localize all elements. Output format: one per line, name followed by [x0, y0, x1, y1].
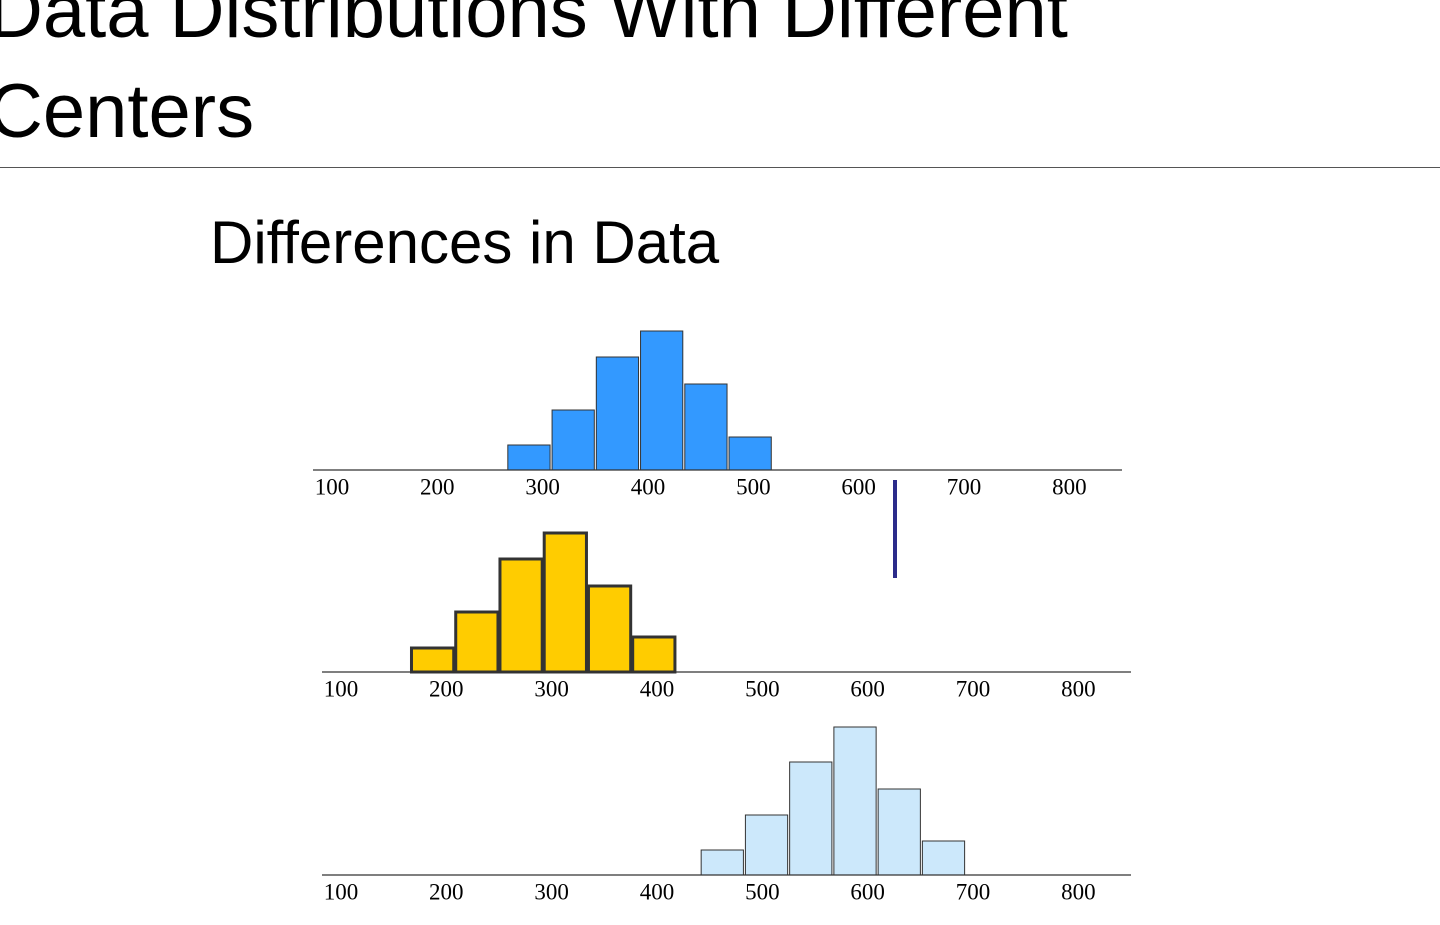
histogram-bar	[454, 610, 500, 674]
x-tick-label: 400	[631, 474, 666, 499]
x-tick-label: 600	[841, 474, 876, 499]
x-tick-label: 300	[525, 474, 560, 499]
x-tick-label: 500	[745, 879, 780, 904]
histogram-bar	[833, 726, 877, 876]
x-tick-label: 100	[324, 879, 359, 904]
histogram-bar	[409, 646, 456, 674]
x-tick-label: 300	[534, 676, 569, 701]
histogram-bar	[789, 761, 833, 876]
histogram-bar	[921, 840, 966, 876]
histogram-bar	[877, 788, 921, 876]
title-rule	[0, 167, 1440, 168]
histogram-bar	[551, 409, 595, 471]
x-tick-label: 800	[1052, 474, 1087, 499]
x-tick-label: 700	[956, 879, 991, 904]
histogram-bar	[507, 444, 551, 471]
histogram-bar	[700, 849, 744, 876]
x-tick-label: 300	[534, 879, 569, 904]
slide-heading: Differences in Data	[210, 209, 720, 276]
histogram-bar	[586, 584, 633, 674]
x-tick-label: 200	[429, 879, 464, 904]
x-tick-label: 700	[956, 676, 991, 701]
histogram-bar	[542, 531, 588, 674]
histogram-bar	[640, 330, 684, 471]
histogram-bar	[744, 814, 789, 876]
x-tick-label: 700	[947, 474, 982, 499]
x-tick-label: 200	[429, 676, 464, 701]
histogram-bar	[631, 635, 677, 674]
x-tick-label: 500	[736, 474, 771, 499]
x-tick-label: 400	[640, 676, 675, 701]
x-tick-label: 600	[850, 676, 885, 701]
histogram-bar	[595, 356, 640, 471]
slide-title: Data Distributions With Different Center…	[0, 0, 1068, 154]
x-tick-label: 500	[745, 676, 780, 701]
histogram-bar	[684, 383, 728, 471]
x-tick-label: 100	[315, 474, 350, 499]
x-tick-label: 600	[850, 879, 885, 904]
x-tick-label: 800	[1061, 879, 1096, 904]
x-tick-label: 200	[420, 474, 455, 499]
histogram-bar	[728, 436, 772, 471]
x-tick-label: 400	[640, 879, 675, 904]
histogram-bar	[498, 557, 544, 674]
x-tick-label: 100	[324, 676, 359, 701]
x-tick-label: 800	[1061, 676, 1096, 701]
